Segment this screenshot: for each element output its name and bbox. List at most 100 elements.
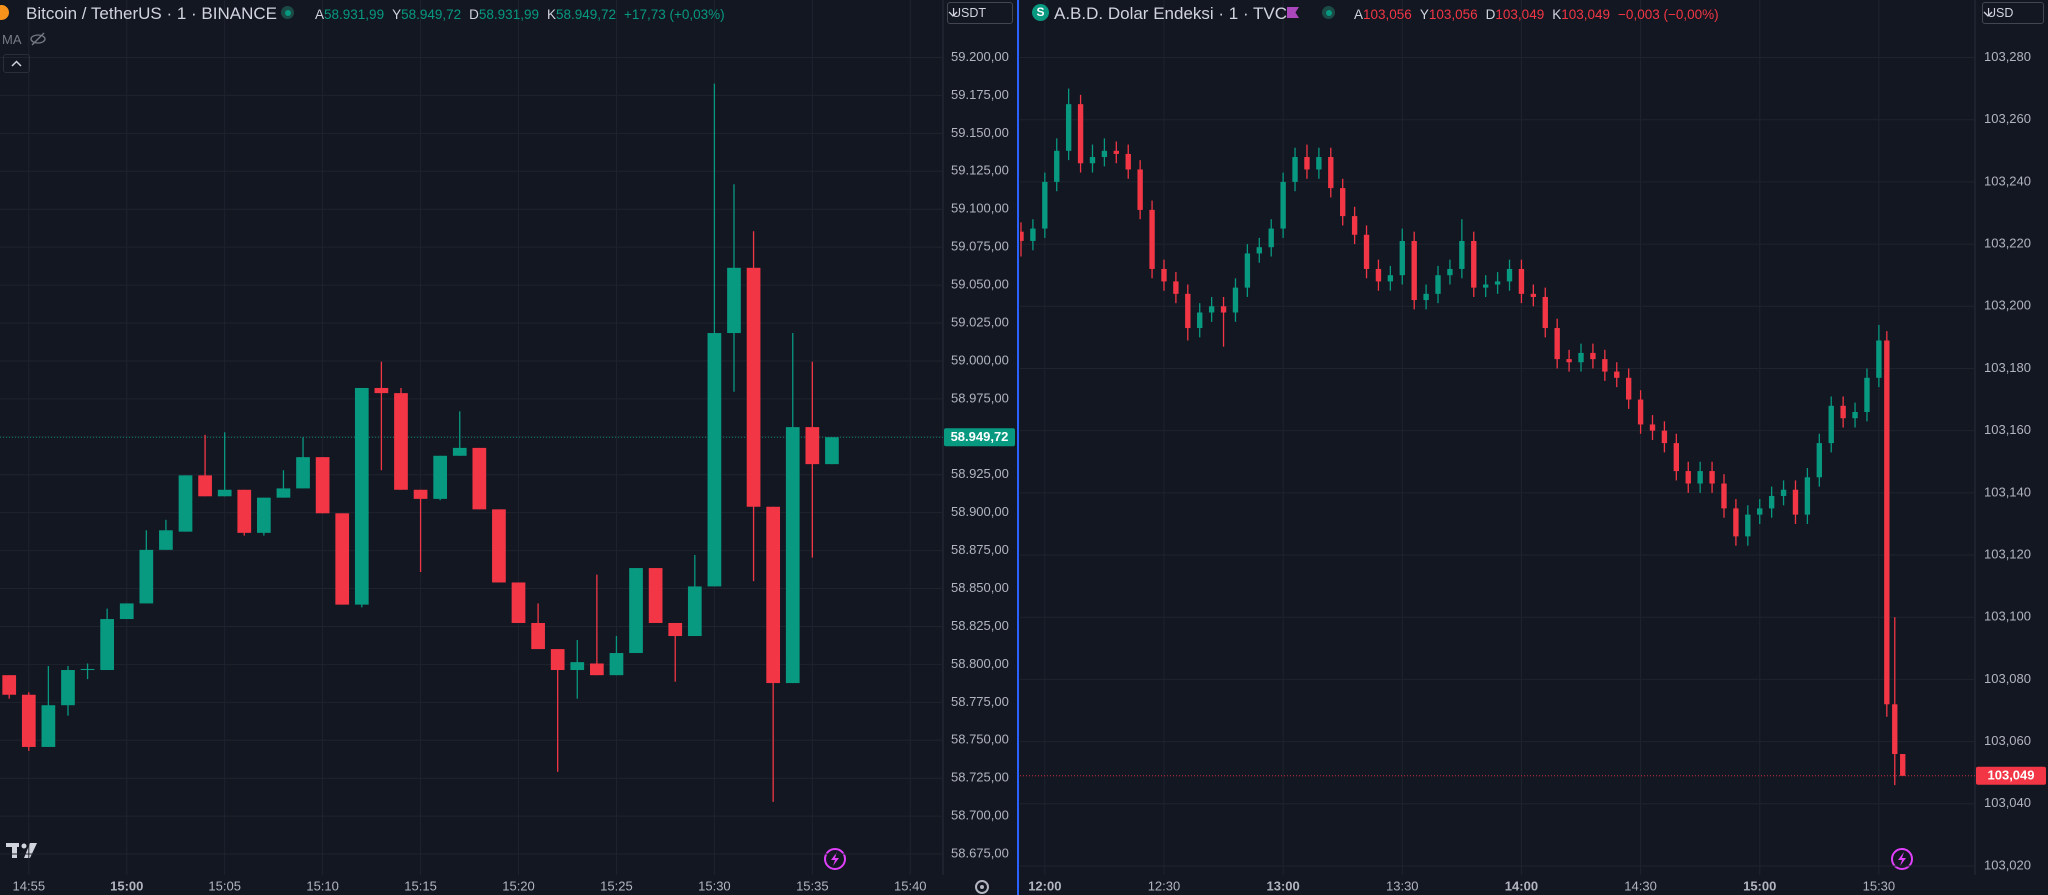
- y-tick-label: 103,180: [1984, 360, 2031, 375]
- candle-body: [687, 586, 702, 637]
- candle-body: [394, 393, 408, 490]
- candle-body: [119, 603, 134, 620]
- flag[interactable]: [1287, 7, 1299, 18]
- candle-body: [1316, 157, 1322, 170]
- tv-logo[interactable]: [6, 843, 37, 858]
- settings-button[interactable]: [975, 880, 989, 894]
- candle-body: [1256, 247, 1262, 254]
- ohlc-value: 58.931,99: [478, 6, 539, 22]
- x-tick-label: 15:20: [502, 878, 535, 893]
- candle-body: [1518, 268, 1525, 294]
- candle-body: [805, 427, 820, 465]
- y-tick-label: 59.200,00: [951, 49, 1009, 64]
- candle-body: [570, 662, 585, 671]
- candle-body: [1220, 306, 1227, 313]
- y-tick-label: 58.725,00: [951, 770, 1009, 785]
- candle-body: [1292, 157, 1298, 182]
- candle-body: [1423, 293, 1429, 301]
- candle-body: [1375, 268, 1382, 282]
- candle-body: [1020, 231, 1024, 241]
- candles: [2, 83, 839, 802]
- candle-body: [1304, 157, 1310, 170]
- market-status[interactable]: [281, 6, 294, 19]
- status-dot: [284, 9, 291, 16]
- candle-body: [21, 694, 36, 747]
- grid: [1020, 0, 1975, 875]
- candle-body: [1149, 209, 1155, 269]
- symbol-header[interactable]: A.B.D. Dolar Endeksi · 1 · TVC: [1054, 2, 1287, 26]
- ohlc-value: 103,056: [1428, 6, 1478, 22]
- candle-body: [1578, 352, 1584, 363]
- candle-body: [511, 582, 526, 623]
- candle-body: [276, 488, 291, 498]
- y-tick-label: 58.800,00: [951, 656, 1009, 671]
- indicator-legend[interactable]: MA: [2, 30, 47, 47]
- y-tick-label: 59.175,00: [951, 87, 1009, 102]
- candle-body: [1768, 495, 1775, 509]
- candle-body: [1471, 240, 1477, 288]
- symbol-title: Bitcoin / TetherUS · 1 · BINANCE: [26, 4, 277, 23]
- market-status[interactable]: [1322, 6, 1335, 19]
- x-tick-label: 15:00: [1743, 878, 1776, 893]
- y-tick-label: 58.975,00: [951, 390, 1009, 405]
- symbol-header[interactable]: Bitcoin / TetherUS · 1 · BINANCE: [26, 2, 277, 26]
- replay-button[interactable]: [1891, 848, 1913, 870]
- candle-body: [1483, 284, 1489, 288]
- candle-body: [1864, 377, 1870, 413]
- candle-body: [1351, 216, 1358, 235]
- candle-body: [1745, 514, 1751, 537]
- y-tick-label: 59.050,00: [951, 277, 1009, 292]
- candle-body: [1816, 443, 1822, 478]
- symbol-logo: S: [1032, 4, 1049, 21]
- candle-body: [100, 619, 115, 671]
- candle-body: [198, 475, 212, 497]
- candle-body: [1065, 104, 1072, 151]
- y-tick-label: 103,120: [1984, 546, 2031, 561]
- candles: [1020, 88, 1906, 786]
- candle-body: [1447, 268, 1453, 276]
- symbol-title: A.B.D. Dolar Endeksi · 1 · TVC: [1054, 4, 1288, 23]
- candle-body: [1387, 275, 1394, 282]
- candle-body: [1757, 508, 1763, 515]
- x-tick-label: 15:10: [306, 878, 339, 893]
- candle-body: [1494, 281, 1501, 285]
- candle-body: [629, 568, 643, 654]
- candle-body: [1435, 275, 1441, 294]
- indicator-name: MA: [2, 32, 21, 47]
- ohlc-legend: A 103,056 Y 103,056 D 103,049 K 103,049 −0,003 (…: [1354, 2, 1719, 26]
- last-price-label: 58.949,72: [951, 429, 1009, 444]
- icon-bolt: [831, 852, 839, 866]
- y-tick-label: 58.825,00: [951, 618, 1009, 633]
- x-tick-label: 15:00: [110, 878, 143, 893]
- candle-body: [1161, 268, 1167, 282]
- candle-body: [1590, 352, 1596, 360]
- candle-body: [1649, 424, 1656, 431]
- collapse-button[interactable]: [3, 54, 30, 73]
- candle-body: [1077, 104, 1084, 164]
- currency-select[interactable]: USDT: [947, 2, 1013, 24]
- x-tick-label: 13:30: [1386, 878, 1419, 893]
- y-tick-label: 59.125,00: [951, 163, 1009, 178]
- ohlc-key: A: [1354, 6, 1364, 22]
- eye: [30, 34, 47, 44]
- candle-body: [80, 668, 95, 671]
- replay-button[interactable]: [824, 848, 846, 870]
- ohlc-key: K: [1552, 6, 1562, 22]
- candle-body: [1328, 157, 1334, 189]
- candle-body: [1101, 150, 1108, 158]
- candle-body: [41, 705, 56, 747]
- y-tick-label: 59.025,00: [951, 314, 1009, 329]
- currency-select[interactable]: USD: [1982, 2, 2044, 24]
- candle-body: [178, 475, 193, 532]
- y-tick-label: 103,020: [1984, 857, 2031, 872]
- y-tick-label: 103,160: [1984, 422, 2031, 437]
- candle-body: [766, 506, 781, 684]
- caret-path: [948, 11, 958, 17]
- icon-bolt: [1898, 852, 1906, 866]
- candle-body: [550, 649, 565, 671]
- candle-body: [2, 675, 17, 695]
- last-price-label: 103,049: [1988, 768, 2035, 783]
- candle-body: [1892, 704, 1898, 755]
- x-tick-label: 15:05: [208, 878, 241, 893]
